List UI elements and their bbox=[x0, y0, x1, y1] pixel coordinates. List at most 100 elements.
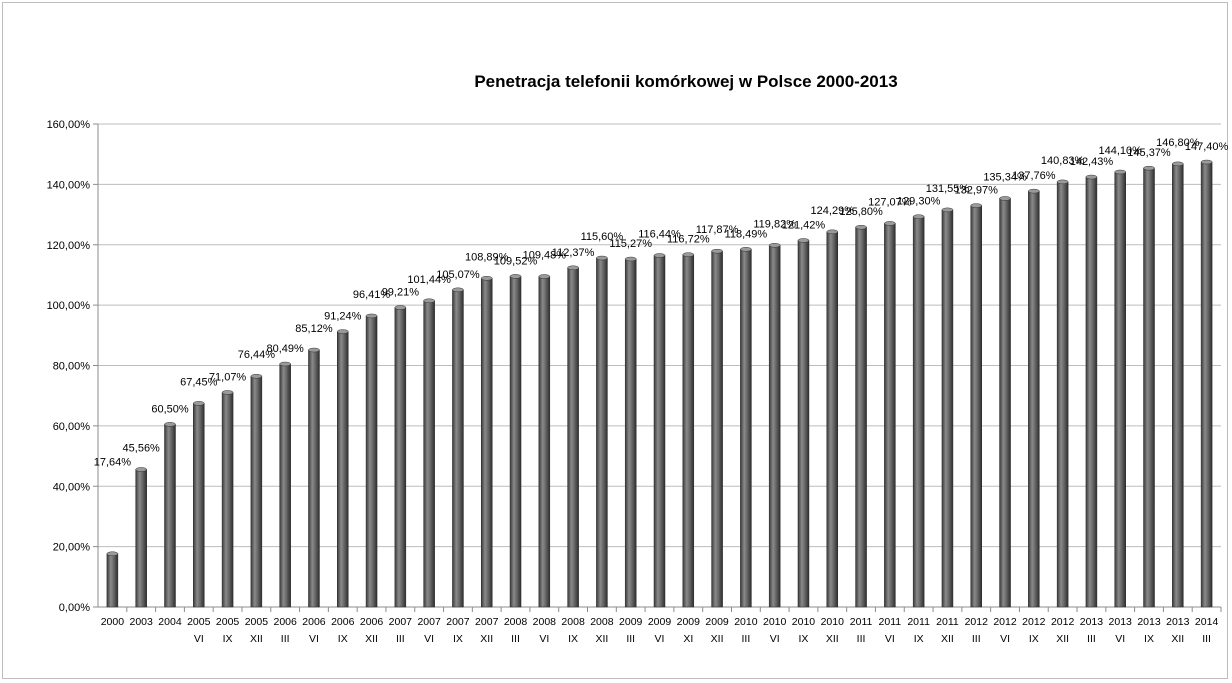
x-tick-label-year: 2006 bbox=[302, 616, 326, 628]
x-tick-label-year: 2003 bbox=[130, 616, 154, 628]
x-tick-label-period: XII bbox=[711, 633, 724, 645]
x-tick-label-year: 2007 bbox=[389, 616, 413, 628]
bar-cap bbox=[193, 401, 205, 406]
bar-cap bbox=[1056, 179, 1069, 185]
bar bbox=[1114, 171, 1126, 608]
bar bbox=[596, 257, 608, 608]
x-tick-label-year: 2011 bbox=[879, 616, 902, 628]
data-label: 127,07% bbox=[868, 196, 912, 208]
x-tick-label-year: 2008 bbox=[561, 616, 585, 628]
data-label: 137,76% bbox=[1012, 170, 1056, 182]
bar bbox=[1200, 161, 1213, 608]
data-label: 124,29% bbox=[811, 205, 855, 217]
bar-cap bbox=[365, 313, 378, 319]
bar-cap bbox=[855, 224, 867, 230]
bar bbox=[826, 231, 839, 608]
bar-cap bbox=[711, 248, 723, 254]
y-tick-label: 120,00% bbox=[47, 240, 91, 252]
bar-cap bbox=[768, 243, 781, 248]
bar-cap bbox=[394, 305, 407, 310]
x-tick-label-period: III bbox=[1202, 633, 1211, 645]
bar-cap bbox=[682, 252, 695, 257]
x-tick-label-period: IX bbox=[914, 633, 924, 645]
x-tick-label-period: III bbox=[972, 633, 981, 645]
data-label: 71,07% bbox=[209, 371, 247, 383]
y-tick-label: 100,00% bbox=[47, 300, 91, 312]
x-tick-label-period: III bbox=[742, 633, 751, 645]
y-tick-label: 80,00% bbox=[53, 361, 91, 373]
bar bbox=[509, 276, 522, 608]
chart-svg: Penetracja telefonii komórkowej w Polsce… bbox=[47, 72, 1229, 645]
x-tick-label-period: VI bbox=[655, 633, 665, 645]
x-tick-label-period: III bbox=[281, 633, 290, 645]
y-tick-label: 160,00% bbox=[47, 119, 91, 131]
x-tick-label-period: IX bbox=[1144, 633, 1154, 645]
bar-cap bbox=[912, 214, 925, 219]
x-tick-label-year: 2008 bbox=[590, 616, 614, 628]
bar-cap bbox=[797, 238, 810, 243]
data-label: 125,80% bbox=[839, 206, 883, 218]
bar bbox=[452, 289, 464, 608]
x-tick-label-year: 2010 bbox=[734, 616, 758, 628]
x-tick-label-period: III bbox=[511, 633, 520, 645]
x-tick-label-period: XII bbox=[941, 633, 954, 645]
data-label: 60,50% bbox=[151, 403, 189, 415]
x-tick-label-year: 2013 bbox=[1080, 616, 1104, 628]
y-axis-ticks: 0,00% 20,00% 40,00% 60,00% 80,00% 100,00% 120,… bbox=[47, 119, 91, 614]
bar-cap bbox=[1028, 188, 1040, 194]
bar bbox=[941, 209, 954, 608]
x-tick-label-year: 2011 bbox=[850, 616, 873, 628]
x-axis-ticks: 2000 2003 2004 2005 VI 2005 IX 2005 XII 2006 III 20… bbox=[101, 616, 1219, 645]
y-tick-label: 20,00% bbox=[53, 542, 91, 554]
bar bbox=[682, 254, 695, 608]
x-tick-label-period: VI bbox=[1000, 633, 1010, 645]
x-tick-label-year: 2010 bbox=[821, 616, 845, 628]
x-tick-label-period: IX bbox=[453, 633, 463, 645]
y-tick-label: 0,00% bbox=[59, 602, 90, 614]
x-tick-label-period: XII bbox=[480, 633, 493, 645]
bar-cap bbox=[135, 467, 147, 472]
x-tick-label-year: 2010 bbox=[792, 616, 816, 628]
x-tick-label-year: 2005 bbox=[187, 616, 211, 628]
bar bbox=[855, 226, 867, 608]
x-tick-label-period: IX bbox=[338, 633, 348, 645]
x-tick-label-year: 2005 bbox=[245, 616, 269, 628]
data-label: 96,41% bbox=[353, 289, 391, 301]
x-tick-label-period: VI bbox=[424, 633, 434, 645]
x-tick-label-period: XII bbox=[595, 633, 608, 645]
x-tick-label-period: VI bbox=[885, 633, 895, 645]
bar bbox=[740, 249, 752, 608]
x-tick-label-period: IX bbox=[799, 633, 809, 645]
bar bbox=[538, 276, 551, 608]
bar bbox=[567, 267, 579, 608]
data-label: 105,07% bbox=[436, 269, 480, 281]
bar-cap bbox=[308, 347, 320, 353]
bar-cap bbox=[538, 274, 551, 279]
y-tick-label: 140,00% bbox=[47, 179, 91, 191]
data-label: 129,30% bbox=[897, 196, 941, 208]
data-label: 116,44% bbox=[638, 228, 681, 240]
bar-cap bbox=[1143, 165, 1155, 171]
bar-cap bbox=[567, 265, 579, 271]
bar bbox=[164, 424, 176, 608]
bar bbox=[106, 553, 119, 608]
x-tick-label-year: 2006 bbox=[273, 616, 297, 628]
bar-cap bbox=[1114, 169, 1126, 175]
bar bbox=[135, 469, 147, 608]
x-tick-label-year: 2012 bbox=[965, 616, 989, 628]
x-tick-label-year: 2013 bbox=[1109, 616, 1133, 628]
data-label: 115,60% bbox=[581, 231, 624, 243]
data-label: 108,89% bbox=[465, 251, 509, 263]
x-tick-label-period: IX bbox=[1029, 633, 1039, 645]
bar bbox=[480, 278, 493, 608]
data-label: 144,10% bbox=[1098, 145, 1142, 157]
x-tick-label-period: IX bbox=[223, 633, 233, 645]
x-tick-label-period: VI bbox=[539, 633, 549, 645]
bar bbox=[337, 331, 349, 608]
x-tick-label-year: 2011 bbox=[936, 616, 959, 628]
x-tick-label-year: 2009 bbox=[619, 616, 643, 628]
x-tick-label-period: VI bbox=[770, 633, 780, 645]
x-tick-label-period: III bbox=[1087, 633, 1096, 645]
x-tick-label-year: 2013 bbox=[1137, 616, 1161, 628]
x-tick-label-year: 2012 bbox=[1051, 616, 1075, 628]
